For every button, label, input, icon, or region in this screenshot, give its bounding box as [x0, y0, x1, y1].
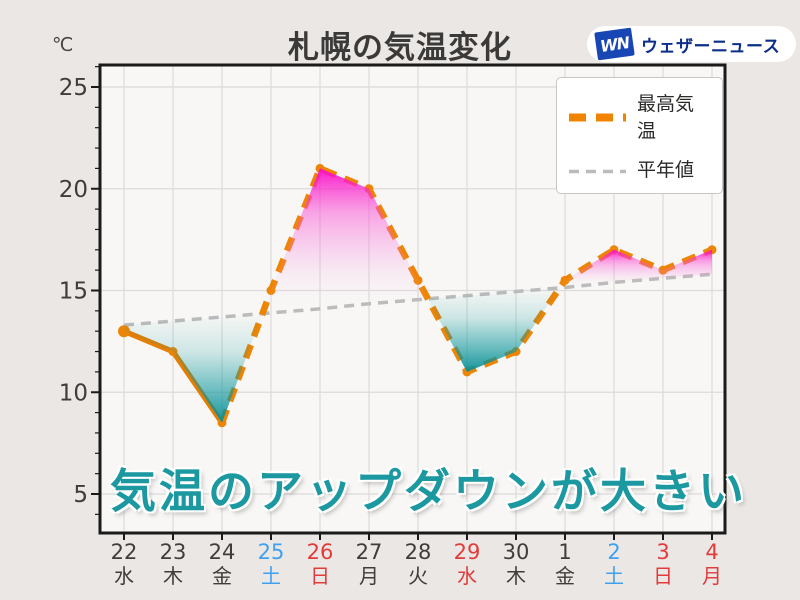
logo-name: ウェザーニュース: [641, 36, 781, 57]
y-tick-label: 15: [59, 279, 88, 305]
x-tick-label-date: 26: [307, 540, 334, 564]
x-tick-label-date: 28: [405, 540, 432, 564]
x-tick-label-date: 24: [209, 540, 236, 564]
above-normal-fill: [559, 249, 712, 288]
x-tick-label-date: 25: [258, 540, 285, 564]
below-normal-fill: [427, 287, 560, 372]
chart-annotation: 気温のアップダウンが大きい: [110, 464, 747, 518]
legend-label-max-temp: 最高気温: [637, 93, 695, 142]
x-tick-label-day: 月: [702, 564, 722, 588]
max-temp-line-sample-icon: [569, 107, 626, 126]
above-normal-fill: [262, 168, 428, 314]
legend-label-normal: 平年値: [637, 159, 695, 181]
y-axis-unit-label: ℃: [52, 34, 74, 56]
below-normal-fill: [124, 313, 263, 423]
x-tick-label-day: 日: [310, 564, 330, 588]
x-tick-label-date: 2: [607, 540, 620, 564]
x-tick-label-day: 火: [408, 564, 428, 588]
x-tick-label-day: 水: [457, 564, 477, 588]
x-tick-label-date: 30: [503, 540, 530, 564]
x-tick-label-day: 金: [212, 564, 232, 588]
x-tick-label-date: 22: [111, 540, 138, 564]
x-tick-label-day: 月: [359, 564, 379, 588]
y-tick-label: 5: [73, 482, 88, 508]
y-tick-label: 10: [59, 380, 88, 406]
normal-line-sample-icon: [569, 159, 626, 178]
x-tick-label-date: 29: [454, 540, 481, 564]
y-tick-label: 20: [59, 177, 88, 203]
x-tick-label-date: 3: [656, 540, 669, 564]
x-tick-label-date: 27: [356, 540, 383, 564]
x-tick-label-day: 木: [506, 564, 526, 588]
x-tick-label-day: 土: [604, 564, 624, 588]
chart-legend: 最高気温 平年値: [556, 77, 723, 194]
x-tick-label-day: 水: [114, 564, 134, 588]
wn-logo-icon: WN: [594, 27, 635, 61]
legend-item-normal: 平年値: [569, 155, 710, 182]
x-tick-label-date: 4: [705, 540, 718, 564]
x-tick-label-day: 金: [555, 564, 575, 588]
y-tick-label: 25: [59, 75, 88, 101]
x-tick-label-day: 木: [163, 564, 183, 588]
x-tick-label-day: 土: [261, 564, 281, 588]
x-tick-label-day: 日: [653, 564, 673, 588]
x-tick-label-date: 23: [160, 540, 187, 564]
plot-frame: [98, 63, 727, 535]
weathernews-logo: WN ウェザーニュース: [587, 26, 797, 62]
page-title: 札幌の気温変化: [288, 30, 512, 66]
x-tick-label-date: 1: [558, 540, 571, 564]
legend-item-max-temp: 最高気温: [569, 89, 710, 143]
